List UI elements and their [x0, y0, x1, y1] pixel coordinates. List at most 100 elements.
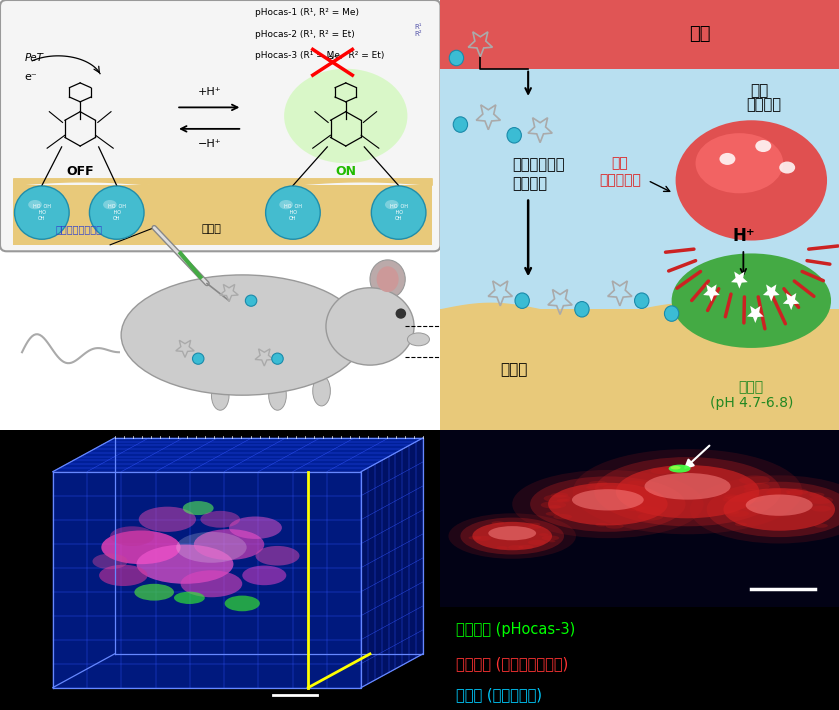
Polygon shape: [53, 438, 423, 471]
Ellipse shape: [92, 554, 128, 569]
Ellipse shape: [739, 476, 770, 484]
Ellipse shape: [255, 546, 300, 566]
Text: 骨組織特異的
分子送達: 骨組織特異的 分子送達: [512, 157, 565, 191]
Ellipse shape: [755, 140, 771, 152]
Ellipse shape: [808, 496, 833, 504]
Ellipse shape: [408, 333, 430, 346]
Circle shape: [449, 50, 464, 66]
Ellipse shape: [625, 505, 644, 511]
Ellipse shape: [529, 523, 540, 525]
Ellipse shape: [279, 200, 293, 209]
Ellipse shape: [472, 522, 552, 550]
Text: e⁻: e⁻: [24, 72, 37, 82]
Ellipse shape: [549, 505, 561, 508]
Text: 蛍光
タンパク質: 蛍光 タンパク質: [599, 156, 641, 187]
Ellipse shape: [644, 473, 731, 500]
Ellipse shape: [616, 465, 759, 518]
Ellipse shape: [628, 481, 645, 486]
Ellipse shape: [744, 488, 757, 493]
Polygon shape: [703, 285, 720, 302]
Ellipse shape: [811, 506, 831, 512]
Polygon shape: [783, 293, 800, 310]
Text: +H⁺: +H⁺: [197, 87, 221, 97]
Ellipse shape: [588, 481, 607, 486]
Circle shape: [664, 306, 679, 322]
Ellipse shape: [548, 483, 668, 525]
Text: pHocas-1 (R¹, R² = Me): pHocas-1 (R¹, R² = Me): [256, 8, 359, 17]
Ellipse shape: [787, 491, 803, 496]
Ellipse shape: [488, 526, 536, 540]
Ellipse shape: [544, 495, 571, 502]
Circle shape: [14, 186, 69, 239]
Ellipse shape: [669, 464, 690, 473]
Ellipse shape: [385, 200, 399, 209]
Ellipse shape: [572, 489, 644, 510]
Ellipse shape: [545, 512, 560, 515]
Circle shape: [634, 293, 649, 308]
Ellipse shape: [573, 449, 802, 535]
Ellipse shape: [596, 523, 607, 526]
Ellipse shape: [519, 545, 534, 550]
Ellipse shape: [497, 546, 508, 550]
Ellipse shape: [722, 496, 741, 502]
Ellipse shape: [194, 529, 264, 560]
Ellipse shape: [201, 511, 240, 528]
Ellipse shape: [377, 266, 399, 292]
Ellipse shape: [743, 493, 756, 497]
Ellipse shape: [606, 523, 623, 529]
Ellipse shape: [137, 545, 233, 584]
Polygon shape: [747, 306, 763, 323]
Ellipse shape: [548, 540, 555, 542]
Ellipse shape: [541, 501, 566, 508]
Polygon shape: [361, 438, 423, 687]
Text: PeT: PeT: [24, 53, 44, 63]
Ellipse shape: [183, 501, 214, 515]
Text: 破骨細脹: 破骨細脹: [746, 97, 781, 111]
Ellipse shape: [727, 510, 749, 517]
Ellipse shape: [268, 380, 286, 410]
Ellipse shape: [134, 584, 174, 601]
Ellipse shape: [719, 153, 735, 165]
Ellipse shape: [638, 513, 663, 520]
Ellipse shape: [810, 493, 825, 497]
Ellipse shape: [474, 536, 492, 541]
Circle shape: [272, 353, 284, 364]
Ellipse shape: [180, 570, 242, 597]
Ellipse shape: [675, 120, 827, 241]
Circle shape: [192, 353, 204, 364]
Text: 骨組織: 骨組織: [201, 224, 221, 234]
Ellipse shape: [542, 535, 559, 540]
Ellipse shape: [176, 532, 247, 563]
Text: e⁻: e⁻: [326, 54, 339, 65]
Text: −H⁺: −H⁺: [197, 139, 221, 149]
Ellipse shape: [696, 133, 784, 193]
Ellipse shape: [461, 518, 564, 555]
Ellipse shape: [512, 470, 703, 538]
Ellipse shape: [706, 481, 839, 537]
Ellipse shape: [603, 486, 621, 491]
Ellipse shape: [527, 525, 541, 529]
Text: HO  OH
 HO
OH: HO OH HO OH: [284, 204, 302, 221]
Ellipse shape: [284, 69, 408, 163]
Ellipse shape: [242, 566, 286, 585]
Ellipse shape: [743, 506, 757, 510]
Ellipse shape: [690, 476, 839, 544]
Ellipse shape: [725, 510, 739, 515]
Text: pHocas-2 (R¹, R² = Et): pHocas-2 (R¹, R² = Et): [256, 30, 355, 38]
Ellipse shape: [635, 506, 660, 514]
FancyBboxPatch shape: [0, 0, 440, 251]
Ellipse shape: [225, 596, 260, 611]
Ellipse shape: [766, 489, 790, 496]
Ellipse shape: [557, 498, 570, 503]
Text: 骨破壊
(pH 4.7-6.8): 骨破壊 (pH 4.7-6.8): [710, 380, 793, 410]
Ellipse shape: [508, 545, 524, 550]
Ellipse shape: [594, 457, 781, 526]
Text: HO  OH
 HO
OH: HO OH HO OH: [33, 204, 51, 221]
Ellipse shape: [779, 161, 795, 173]
Polygon shape: [763, 285, 779, 302]
Ellipse shape: [211, 380, 229, 410]
Circle shape: [372, 186, 426, 239]
Circle shape: [453, 117, 467, 132]
Ellipse shape: [727, 495, 753, 503]
Ellipse shape: [99, 564, 148, 586]
